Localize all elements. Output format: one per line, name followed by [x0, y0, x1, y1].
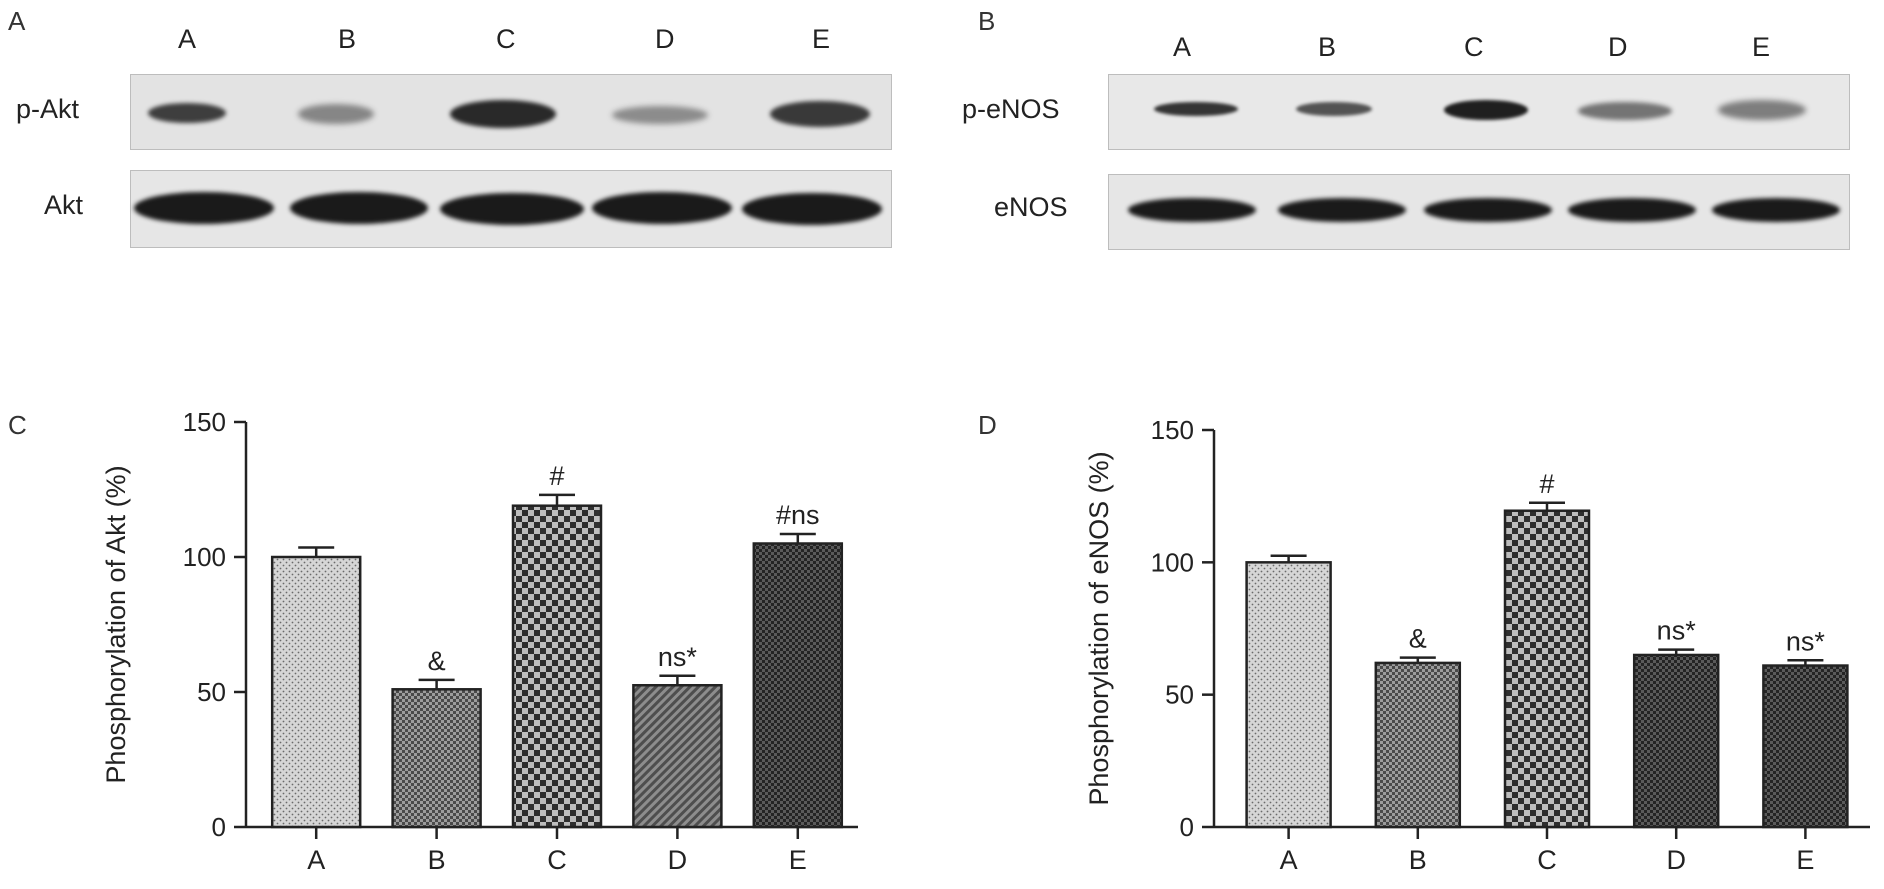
- band: [1578, 102, 1672, 120]
- y-tick-label: 100: [183, 542, 226, 572]
- bar: [391, 688, 482, 829]
- western-blot-akt: A B C D E p-Akt Akt: [0, 0, 960, 260]
- chart-akt-phosphorylation: 0 50 100 150 Phosphorylation of Akt (%) A B & C #…: [101, 407, 858, 875]
- lane-label: C: [1464, 32, 1484, 62]
- lane-label: B: [1318, 32, 1337, 62]
- bar: [511, 504, 603, 829]
- band: [742, 193, 882, 225]
- band: [1296, 102, 1372, 116]
- significance-label: #: [549, 461, 564, 491]
- lane-label: A: [1173, 32, 1192, 62]
- band: [134, 192, 274, 224]
- significance-label: #: [1539, 469, 1554, 499]
- significance-label: &: [428, 646, 446, 676]
- band: [1444, 100, 1528, 120]
- x-tick-label: A: [1280, 845, 1298, 875]
- band: [612, 106, 708, 124]
- y-axis-label: Phosphorylation of Akt (%): [101, 465, 131, 783]
- x-tick-label: B: [1409, 845, 1427, 875]
- bar: [270, 555, 362, 829]
- y-tick-label: 50: [1165, 680, 1194, 710]
- band: [1424, 198, 1552, 222]
- y-tick-label: 100: [1151, 547, 1194, 577]
- bar: [1632, 653, 1720, 829]
- y-tick-label: 150: [183, 407, 226, 437]
- x-tick-label: D: [1666, 845, 1686, 875]
- significance-label: #ns: [776, 500, 820, 530]
- lane-label: E: [812, 24, 831, 54]
- band: [440, 193, 584, 225]
- y-tick-label: 150: [1151, 415, 1194, 445]
- band: [148, 103, 226, 123]
- band: [770, 101, 870, 127]
- band: [1568, 198, 1696, 222]
- lane-label: D: [1608, 32, 1628, 62]
- x-tick-label: D: [668, 845, 688, 875]
- bar: [752, 542, 844, 829]
- y-tick-label: 0: [212, 812, 226, 842]
- x-tick-label: B: [428, 845, 446, 875]
- significance-label: ns*: [1786, 626, 1826, 656]
- row-label-enos: eNOS: [994, 192, 1068, 222]
- significance-label: ns*: [1657, 616, 1697, 646]
- bar: [1762, 664, 1849, 829]
- significance-label: ns*: [658, 642, 698, 672]
- bar: [1503, 509, 1591, 829]
- significance-label: &: [1409, 624, 1427, 654]
- x-tick-label: E: [789, 845, 807, 875]
- band: [1718, 100, 1806, 120]
- band: [1128, 198, 1256, 222]
- x-tick-label: C: [547, 845, 567, 875]
- x-tick-label: E: [1796, 845, 1814, 875]
- band: [298, 104, 374, 124]
- panel-letter-a: A: [8, 6, 26, 36]
- x-tick-label: C: [1537, 845, 1557, 875]
- lane-label: B: [338, 24, 357, 54]
- row-label-p-akt: p-Akt: [16, 94, 80, 124]
- band: [1712, 198, 1840, 222]
- y-tick-label: 50: [197, 677, 226, 707]
- bar: [632, 684, 723, 829]
- bar: [1245, 561, 1332, 829]
- panel-letter-c: C: [8, 410, 27, 440]
- panel-letter-b: B: [978, 6, 996, 36]
- row-label-p-enos: p-eNOS: [962, 94, 1060, 124]
- panel-letter-d: D: [978, 410, 997, 440]
- band: [290, 192, 428, 224]
- band: [1154, 102, 1238, 116]
- chart-enos-phosphorylation: 0 50 100 150 Phosphorylation of eNOS (%) A B & C…: [1084, 415, 1870, 875]
- y-tick-label: 0: [1180, 812, 1194, 842]
- x-tick-label: A: [307, 845, 325, 875]
- lane-label: D: [655, 24, 675, 54]
- y-axis-label: Phosphorylation of eNOS (%): [1084, 451, 1114, 805]
- bar: [1374, 661, 1462, 829]
- lane-label: A: [178, 24, 197, 54]
- row-label-akt: Akt: [44, 190, 84, 220]
- lane-label: E: [1752, 32, 1771, 62]
- lane-label: C: [496, 24, 516, 54]
- band: [1278, 198, 1406, 222]
- band: [592, 192, 732, 224]
- western-blot-enos: A B C D E p-eNOS eNOS: [0, 0, 1884, 260]
- band: [450, 100, 556, 128]
